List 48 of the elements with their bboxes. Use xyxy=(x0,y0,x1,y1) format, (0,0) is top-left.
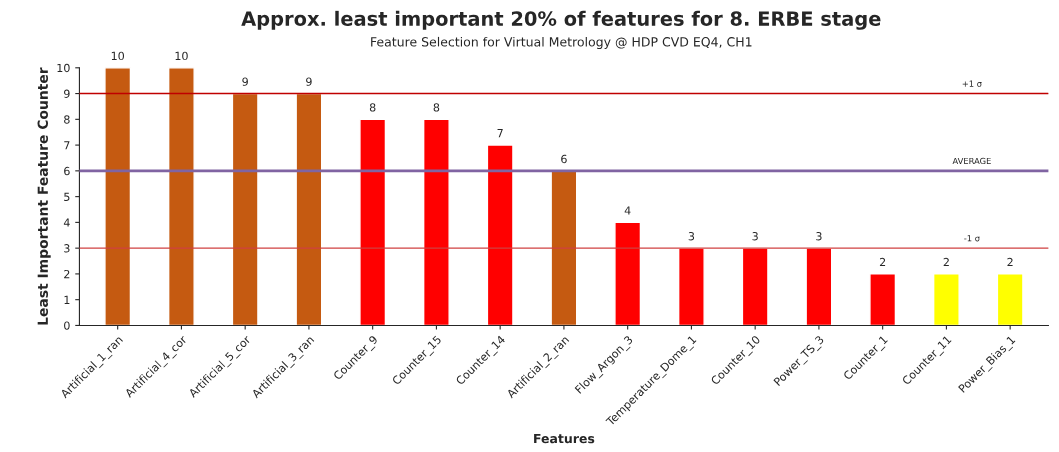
chart-title: Approx. least important 20% of features for 8. ERBE stage xyxy=(241,10,881,30)
data-label: 3 xyxy=(752,232,758,241)
data-label: 8 xyxy=(433,103,440,112)
data-label: 2 xyxy=(943,257,949,267)
y-tick-label: 10 xyxy=(57,63,70,73)
bar xyxy=(167,67,195,326)
y-axis-title: Least Important Feature Counter xyxy=(37,67,51,325)
ref-line-label: +1 σ xyxy=(962,80,982,87)
y-tick-label: 6 xyxy=(64,166,70,176)
bar xyxy=(231,92,259,326)
data-label: 2 xyxy=(879,257,886,267)
data-label: 7 xyxy=(497,129,503,138)
data-label: 3 xyxy=(688,232,695,241)
bar xyxy=(550,170,578,326)
bar xyxy=(932,273,960,326)
y-tick-label: 3 xyxy=(64,244,70,253)
y-tick-label: 1 xyxy=(64,295,70,304)
data-label: 8 xyxy=(369,103,376,112)
data-label: 9 xyxy=(306,77,312,86)
bar xyxy=(359,118,387,326)
chart-subtitle: Feature Selection for Virtual Metrology @ HDP CVD EQ4, CH1 xyxy=(371,36,752,49)
ref-line-label: -1 σ xyxy=(964,235,980,242)
x-axis-title: Features xyxy=(534,433,595,444)
y-tick-label: 9 xyxy=(64,89,70,98)
data-label: 3 xyxy=(816,232,822,241)
y-tick-label: 0 xyxy=(64,321,70,330)
data-label: 2 xyxy=(1007,257,1013,267)
bar xyxy=(486,144,514,326)
ref-line-label: AVERAGE xyxy=(952,157,991,165)
bar xyxy=(741,247,769,326)
y-tick-label: 5 xyxy=(64,192,70,201)
y-tick-label: 4 xyxy=(63,218,70,227)
bar xyxy=(614,221,642,326)
bar xyxy=(996,273,1024,326)
y-tick-label: 2 xyxy=(64,269,70,279)
data-label: 4 xyxy=(624,206,631,215)
bar xyxy=(805,247,833,326)
data-label: 9 xyxy=(242,77,248,86)
bar xyxy=(295,92,323,326)
bar xyxy=(422,118,450,326)
y-tick-label: 7 xyxy=(64,141,70,150)
data-label: 6 xyxy=(561,154,567,164)
data-label: 10 xyxy=(111,51,125,61)
bar xyxy=(869,273,897,326)
y-tick-label: 8 xyxy=(64,115,70,124)
data-label: 10 xyxy=(175,51,188,61)
bar xyxy=(677,247,705,326)
bar xyxy=(104,67,132,326)
